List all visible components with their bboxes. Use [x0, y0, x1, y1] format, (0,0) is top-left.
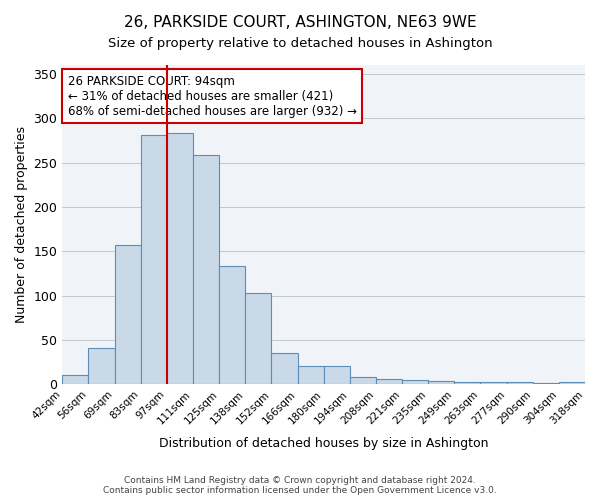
Bar — [402, 380, 428, 384]
Bar — [323, 366, 350, 384]
Bar — [428, 380, 454, 384]
Bar — [454, 382, 481, 384]
Bar — [88, 348, 115, 384]
Text: 26, PARKSIDE COURT, ASHINGTON, NE63 9WE: 26, PARKSIDE COURT, ASHINGTON, NE63 9WE — [124, 15, 476, 30]
Bar — [245, 293, 271, 384]
Bar — [140, 135, 167, 384]
Bar — [219, 266, 245, 384]
Text: Size of property relative to detached houses in Ashington: Size of property relative to detached ho… — [107, 38, 493, 51]
Bar — [271, 353, 298, 384]
X-axis label: Distribution of detached houses by size in Ashington: Distribution of detached houses by size … — [159, 437, 488, 450]
Bar — [115, 245, 140, 384]
Bar — [167, 134, 193, 384]
Bar — [62, 376, 88, 384]
Bar — [376, 379, 402, 384]
Text: 26 PARKSIDE COURT: 94sqm
← 31% of detached houses are smaller (421)
68% of semi-: 26 PARKSIDE COURT: 94sqm ← 31% of detach… — [68, 74, 356, 118]
Y-axis label: Number of detached properties: Number of detached properties — [15, 126, 28, 323]
Bar — [298, 366, 323, 384]
Bar — [481, 382, 506, 384]
Bar — [559, 382, 585, 384]
Text: Contains HM Land Registry data © Crown copyright and database right 2024.
Contai: Contains HM Land Registry data © Crown c… — [103, 476, 497, 495]
Bar — [350, 377, 376, 384]
Bar — [193, 156, 219, 384]
Bar — [506, 382, 533, 384]
